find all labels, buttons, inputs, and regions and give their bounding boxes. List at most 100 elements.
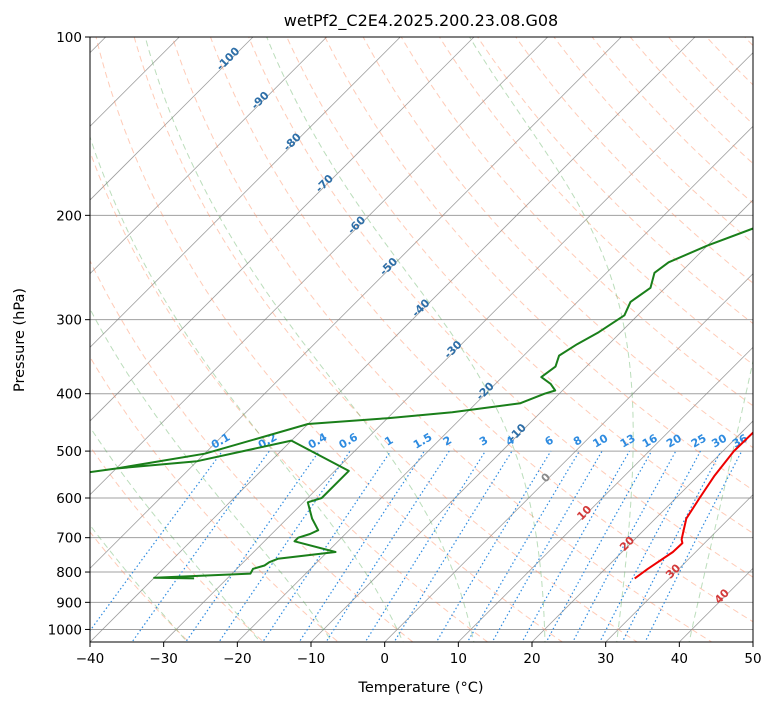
moist-adiabat: [0, 24, 192, 647]
height-label: -100: [214, 44, 243, 73]
isotherm-line: [0, 37, 548, 642]
isotherm-line: [532, 37, 775, 642]
height-label: -40: [409, 296, 432, 319]
mixing-ratio-line: [73, 451, 222, 654]
y-tick-label: 1000: [48, 622, 82, 638]
dry-adiabat: [16, 11, 428, 654]
mixing-ratio-label: 6: [543, 433, 556, 448]
isotherm-line: [0, 37, 400, 642]
mixing-ratio-line: [430, 451, 551, 654]
isotherm-line: [237, 37, 775, 642]
height-label: -80: [281, 130, 304, 153]
moist-adiabat: [142, 24, 475, 647]
dry-adiabat: [350, 11, 775, 654]
height-label: -90: [249, 89, 272, 112]
y-tick-label: 100: [56, 30, 82, 46]
x-tick-label: 40: [671, 651, 688, 667]
height-label: -50: [377, 255, 400, 278]
height-label: 30: [663, 561, 683, 581]
height-label: -20: [474, 379, 497, 402]
mixing-ratio-line: [387, 451, 512, 654]
height-label: 10: [574, 503, 594, 523]
x-tick-label: 20: [523, 651, 540, 667]
dry-adiabat: [461, 11, 775, 654]
y-tick-label: 300: [56, 313, 82, 329]
x-tick-label: 50: [744, 651, 761, 667]
mixing-ratio-label: 8: [571, 434, 584, 449]
y-tick-label: 200: [56, 208, 82, 224]
dry-adiabat: [572, 11, 775, 654]
height-label: 20: [617, 534, 637, 554]
mixing-ratio-line: [540, 451, 652, 654]
isotherm-line: [0, 37, 327, 642]
y-tick-label: 600: [56, 491, 82, 507]
x-tick-label: −10: [297, 651, 326, 667]
dry-adiabat: [127, 11, 655, 654]
dry-adiabat: [53, 11, 504, 654]
mixing-ratio-label: 10: [590, 431, 610, 450]
isotherm-line: [90, 37, 695, 642]
moist-adiabats: [0, 24, 775, 647]
dry-adiabat: [721, 11, 775, 654]
chart-title: wetPf2_C2E4.2025.200.23.08.G08: [284, 11, 558, 31]
mixing-ratio-label: 36: [730, 431, 750, 450]
moist-adiabat: [688, 24, 775, 647]
mixing-ratio-line: [178, 451, 320, 654]
y-tick-label: 700: [56, 531, 82, 547]
isotherm-line: [0, 37, 474, 642]
dry-adiabat: [276, 11, 775, 654]
mixing-ratio-label: 1: [382, 434, 395, 449]
dry-adiabat: [498, 11, 775, 654]
x-axis-ticks: −40 −30 −20 −10 0 10 20 30 40 50: [76, 642, 762, 667]
isotherm-line: [0, 37, 253, 642]
isotherm-grid: [0, 37, 775, 642]
dry-adiabat: [90, 11, 579, 654]
moist-adiabat: [262, 24, 546, 647]
x-tick-label: 10: [450, 651, 467, 667]
mixing-ratio-label: 20: [664, 431, 684, 450]
isotherm-line: [679, 37, 775, 642]
x-tick-label: −40: [76, 651, 105, 667]
x-tick-label: −30: [149, 651, 178, 667]
mixing-ratio-label: 25: [689, 432, 709, 451]
moist-adiabat: [62, 24, 405, 647]
isotherm-line: [164, 37, 769, 642]
y-tick-label: 500: [56, 444, 82, 460]
isotherm-line: [311, 37, 775, 642]
mixing-ratio-label: 13: [618, 432, 638, 451]
y-axis-label: Pressure (hPa): [12, 288, 28, 392]
isobar-grid: [90, 37, 753, 629]
moist-adiabat: [0, 24, 264, 647]
y-tick-label: 400: [56, 387, 82, 403]
isotherm-line: [753, 37, 775, 642]
isotherm-line: [606, 37, 775, 642]
mixing-ratio-line: [617, 451, 722, 654]
mixing-ratio-label: 2: [441, 434, 454, 449]
dry-adiabats: [0, 11, 775, 654]
mixing-ratio-label: 3: [477, 434, 490, 449]
mixing-ratio-label: 16: [640, 431, 660, 450]
y-axis-ticks: 100 200 300 400 500 600 700 800 900 1000: [48, 30, 90, 638]
moist-adiabat: [3, 24, 335, 647]
x-tick-label: 0: [380, 651, 389, 667]
mixing-ratio-line: [639, 451, 741, 654]
x-axis-label: Temperature (°C): [357, 680, 483, 696]
dry-adiabat: [684, 11, 775, 654]
x-tick-label: 30: [597, 651, 614, 667]
mixing-ratio-line: [292, 451, 425, 654]
height-label: -60: [345, 213, 368, 236]
mixing-ratio-line: [461, 451, 580, 654]
isotherm-line: [458, 37, 775, 642]
x-tick-label: −20: [223, 651, 252, 667]
dry-adiabat: [609, 11, 775, 654]
mixing-ratio-line: [124, 451, 270, 654]
y-tick-label: 900: [56, 595, 82, 611]
mixing-ratio-label: 0.4: [306, 430, 330, 451]
height-label: -30: [441, 338, 464, 361]
height-label: 40: [712, 586, 732, 606]
y-tick-label: 800: [56, 565, 82, 581]
height-label: 0: [539, 470, 554, 485]
